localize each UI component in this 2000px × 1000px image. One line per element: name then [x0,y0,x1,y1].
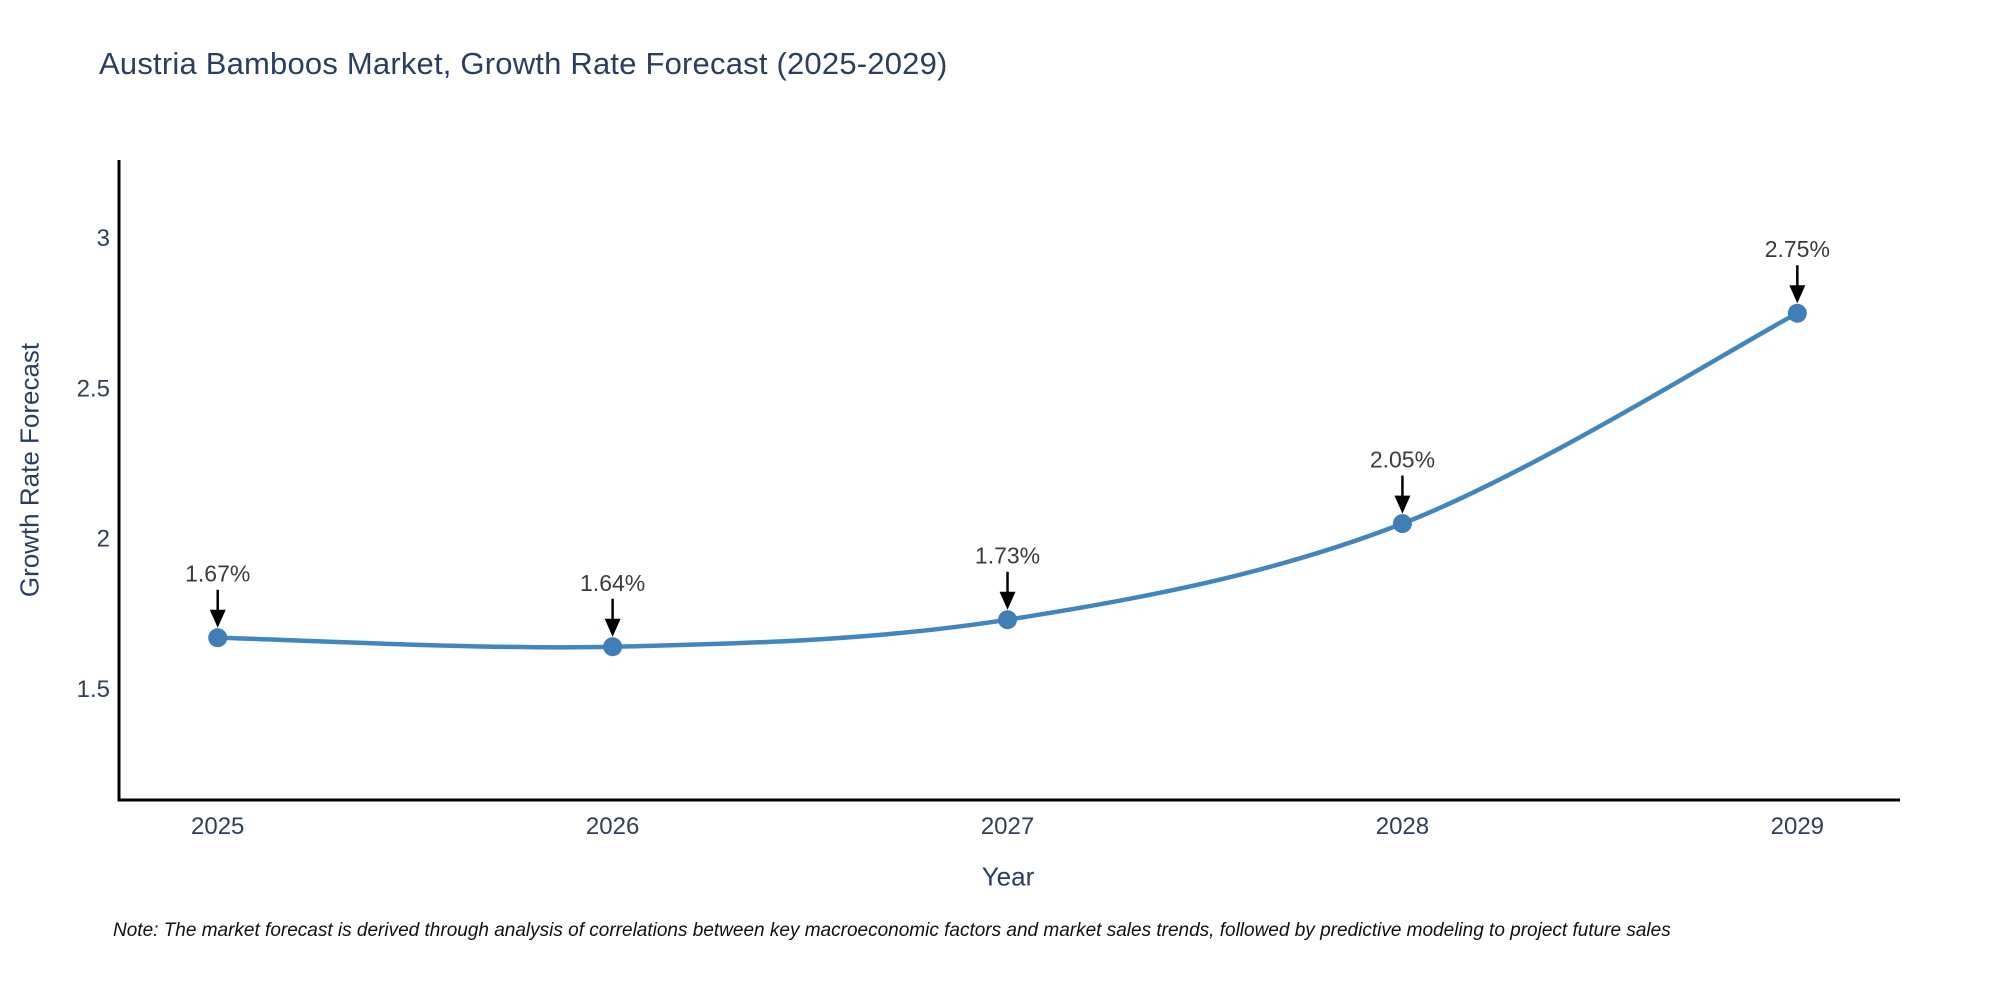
annotation-label: 2.05% [1370,447,1435,473]
x-tick-label: 2025 [191,813,244,840]
data-point-marker [998,610,1018,630]
y-tick-label: 2 [97,526,110,553]
annotation-arrow-head [604,618,621,637]
annotation-arrow-head [1789,285,1806,304]
y-tick-label: 3 [97,225,110,252]
x-axis-title: Year [981,861,1035,892]
data-point-marker [603,637,623,657]
x-tick-label: 2029 [1771,813,1824,840]
data-point-marker [1787,303,1807,323]
x-tick-label: 2027 [981,813,1034,840]
annotation-arrow-head [209,609,226,628]
annotation-arrow-head [999,591,1016,610]
annotation-label: 1.73% [975,543,1040,569]
x-tick-label: 2026 [586,813,639,840]
y-tick-label: 2.5 [77,375,110,402]
annotation-label: 1.64% [580,570,645,596]
data-point-marker [208,628,228,648]
y-tick-label: 1.5 [77,676,110,703]
annotation-label: 2.75% [1765,236,1830,262]
footnote: Note: The market forecast is derived thr… [113,920,1671,941]
data-point-marker [1392,514,1412,534]
annotation-arrow-head [1394,495,1411,514]
x-tick-label: 2028 [1376,813,1429,840]
trend-line [215,310,1800,650]
annotation-label: 1.67% [185,561,250,587]
chart-title: Austria Bamboos Market, Growth Rate Fore… [99,46,948,81]
